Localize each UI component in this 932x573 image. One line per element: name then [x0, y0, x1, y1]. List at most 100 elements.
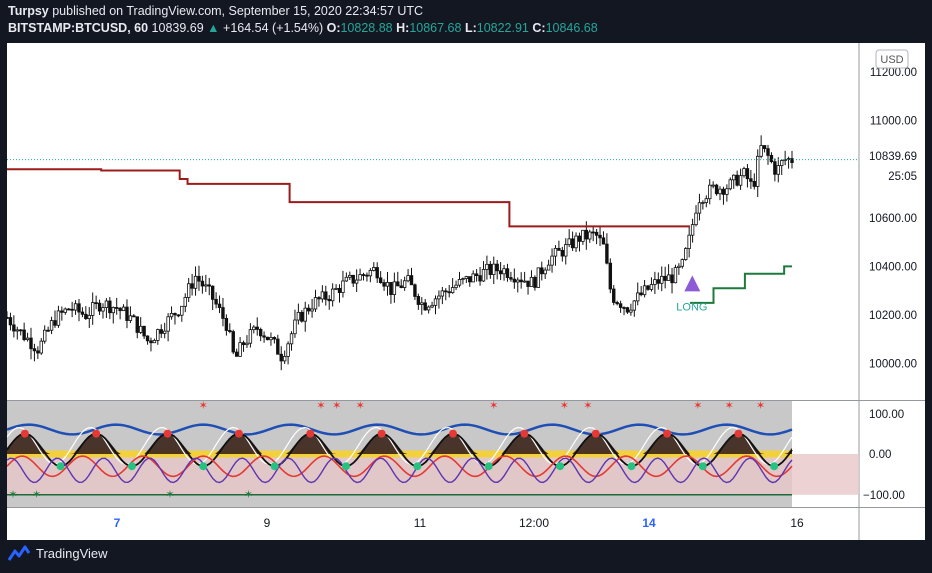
candle-body — [461, 278, 465, 281]
candle-body — [53, 320, 57, 326]
candle-body — [132, 315, 136, 318]
candle-body — [759, 145, 763, 157]
candle-body — [756, 155, 760, 187]
osc-axis-pane[interactable] — [859, 401, 925, 507]
candle-body — [300, 311, 304, 322]
author-name[interactable]: Turpsy — [8, 4, 49, 18]
candle-body — [502, 268, 506, 275]
candle-body — [670, 274, 674, 284]
osc-cross-dot — [341, 462, 350, 471]
candle-body — [262, 335, 266, 338]
candle-body — [224, 318, 229, 331]
close-value: 10846.68 — [545, 21, 598, 35]
candle-body — [368, 270, 373, 277]
sell-signal-icon: ✶ — [332, 400, 341, 412]
candle-body — [228, 330, 232, 332]
osc-tick-minus100: −100.00 — [863, 490, 905, 502]
candle-body — [272, 337, 277, 340]
candle-body — [464, 276, 469, 280]
candle-body — [286, 343, 290, 357]
candle-body — [454, 284, 458, 288]
candle-body — [697, 202, 702, 214]
candle-body — [625, 307, 630, 313]
candle-body — [660, 275, 664, 284]
candle-body — [118, 307, 122, 312]
candle-body — [588, 231, 592, 240]
high-label: H: — [396, 21, 410, 35]
candle-body — [519, 279, 523, 283]
candle-body — [529, 276, 534, 287]
long-signal-icon[interactable] — [684, 275, 701, 292]
price-tick-label: 10000.00 — [869, 359, 917, 371]
candle-body — [49, 320, 54, 331]
candle-body — [32, 348, 37, 352]
candle-body — [608, 262, 613, 290]
symbol-name[interactable]: BITSTAMP:BTCUSD, 60 — [8, 21, 149, 35]
candle-body — [509, 277, 513, 280]
candle-body — [591, 231, 595, 234]
price-axis-pane[interactable] — [859, 43, 925, 400]
tradingview-footer[interactable]: TradingView — [8, 545, 108, 561]
candle-body — [375, 267, 379, 279]
candle-body — [457, 279, 462, 286]
candle-body — [111, 307, 115, 314]
candle-body — [389, 282, 393, 295]
candle-body — [790, 158, 794, 163]
candle-body — [444, 290, 448, 293]
osc-white-line — [7, 426, 793, 465]
candle-body — [433, 298, 438, 306]
currency-badge[interactable] — [875, 49, 909, 69]
candle-body — [354, 279, 359, 284]
chart-canvas[interactable]: LONG 11200.0011000.0010800.0010600.00104… — [7, 43, 925, 540]
candle-body — [173, 312, 177, 316]
candle-body — [522, 280, 527, 283]
candle-body — [252, 326, 256, 331]
osc-cross-dot — [56, 462, 65, 471]
candle-body — [512, 278, 517, 283]
candle-body — [409, 275, 414, 286]
candle-body — [505, 268, 510, 278]
candle-body — [570, 238, 575, 249]
buy-signal-icon: ✶ — [165, 489, 174, 501]
candle-body — [663, 275, 667, 281]
osc-cross-dot — [270, 462, 279, 471]
candle-body — [337, 287, 342, 293]
osc-cross-dot — [306, 429, 315, 438]
candle-body — [56, 310, 61, 326]
candle-body — [636, 292, 640, 302]
candle-body — [221, 307, 225, 319]
candle-body — [413, 284, 417, 297]
osc-cross-dot — [163, 429, 172, 438]
price-tick-label: 11000.00 — [870, 116, 917, 128]
candle-body — [399, 285, 403, 288]
low-value: 10822.91 — [476, 21, 529, 35]
candle-body — [190, 283, 194, 289]
candle-body — [581, 229, 585, 242]
candle-body — [546, 264, 551, 271]
time-axis-pane[interactable] — [7, 508, 925, 540]
candle-body — [114, 307, 119, 309]
price-tick-label: 11200.00 — [870, 67, 917, 79]
candle-body — [694, 212, 698, 226]
sell-signal-icon: ✶ — [756, 400, 765, 412]
candle-body — [320, 291, 325, 300]
main-pane[interactable] — [7, 43, 859, 400]
sell-signal-icon: ✶ — [725, 400, 734, 412]
candle-body — [605, 243, 609, 264]
candle-body — [255, 326, 259, 330]
support-line — [689, 265, 792, 304]
candle-body — [735, 174, 739, 186]
time-tick-label: 7 — [114, 516, 121, 530]
candle-body — [125, 306, 129, 321]
candle-body — [245, 342, 249, 346]
candle-body — [43, 329, 47, 342]
sell-signal-icon: ✶ — [583, 400, 592, 412]
candle-body — [197, 275, 201, 282]
candle-body — [666, 274, 671, 281]
candle-body — [471, 273, 475, 283]
candle-body — [176, 314, 181, 317]
candle-body — [238, 342, 242, 357]
candle-body — [598, 234, 602, 239]
high-value: 10867.68 — [409, 21, 462, 35]
buy-signal-icon: ✶ — [8, 489, 17, 501]
